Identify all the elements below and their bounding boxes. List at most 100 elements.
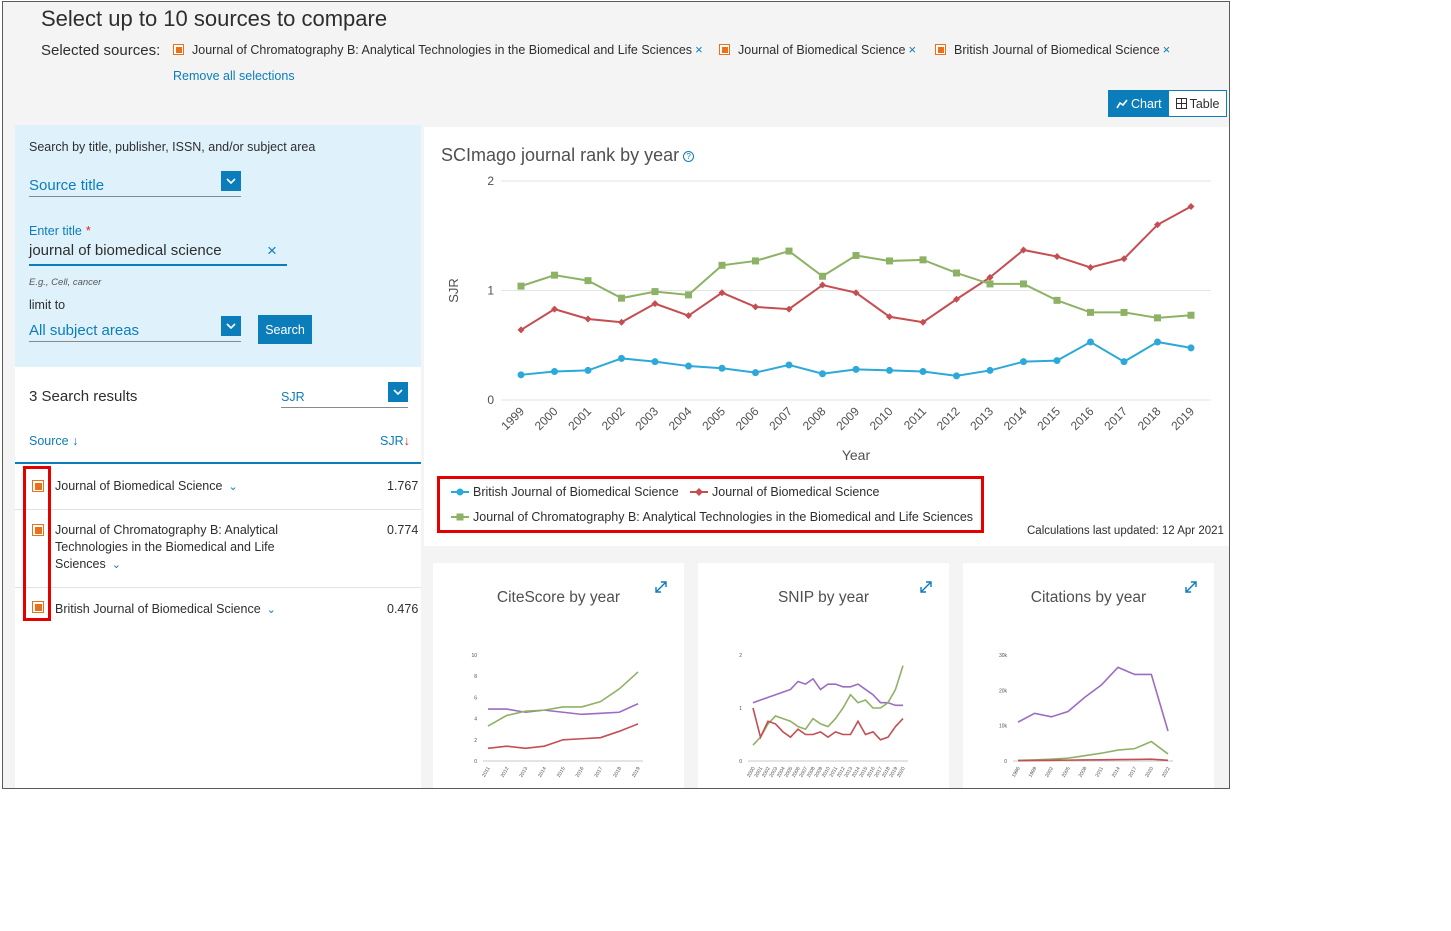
x-tick-label: 2006: [733, 404, 762, 433]
subject-area-select[interactable]: All subject areas: [29, 314, 241, 342]
view-toggle: Chart Table: [1108, 90, 1228, 117]
chevron-down-icon[interactable]: [221, 316, 241, 336]
chart-view-button[interactable]: Chart: [1109, 91, 1169, 116]
selected-source-chip: Journal of Chromatography B: Analytical …: [173, 42, 703, 57]
chevron-down-icon[interactable]: [221, 171, 241, 191]
selected-source-name: Journal of Chromatography B: Analytical …: [192, 42, 693, 57]
sjr-column-header[interactable]: SJR↓: [380, 434, 410, 448]
search-button[interactable]: Search: [258, 315, 312, 344]
search-by-select[interactable]: Source title: [29, 169, 241, 197]
results-count: 3 Search results: [29, 388, 138, 405]
y-tick-label: 4: [474, 717, 477, 723]
y-tick-label: 0: [474, 759, 477, 765]
x-tick-label: 2014: [1111, 766, 1122, 779]
result-row: British Journal of Biomedical Science ⌄ 0…: [15, 588, 421, 628]
square-marker-icon: [451, 513, 469, 521]
checkbox-highlight-box: [23, 466, 51, 621]
diamond-marker-icon: [690, 488, 708, 496]
sort-by-select[interactable]: SJR: [281, 382, 408, 408]
result-source-name[interactable]: British Journal of Biomedical Science ⌄: [55, 602, 276, 616]
legend-item[interactable]: Journal of Chromatography B: Analytical …: [451, 510, 973, 524]
chevron-down-icon[interactable]: ⌄: [228, 481, 238, 493]
data-point: [517, 282, 525, 290]
remove-source-icon[interactable]: ×: [908, 42, 917, 57]
source-checkbox[interactable]: [32, 524, 44, 536]
data-point: [584, 277, 592, 285]
result-source-name[interactable]: Journal of Biomedical Science ⌄: [55, 479, 238, 493]
y-tick-label: 10: [471, 653, 477, 659]
expand-icon[interactable]: [654, 580, 668, 594]
chart-legend: British Journal of Biomedical Science Jo…: [437, 476, 984, 533]
y-tick-label: 20k: [999, 688, 1008, 694]
data-point: [551, 305, 558, 313]
chevron-down-icon[interactable]: ⌄: [266, 604, 276, 616]
result-source-name[interactable]: Journal of Chromatography B: Analytical …: [55, 523, 279, 571]
y-tick-label: 8: [474, 674, 477, 680]
x-axis-label: Year: [842, 447, 871, 463]
expand-icon[interactable]: [919, 580, 933, 594]
y-tick-label: 10k: [999, 724, 1008, 730]
table-view-button[interactable]: Table: [1168, 91, 1227, 116]
data-point: [685, 312, 692, 320]
x-tick-label: 2004: [666, 404, 695, 433]
x-tick-label: 2001: [565, 404, 594, 433]
x-tick-label: 2009: [833, 404, 862, 433]
x-tick-label: 2016: [866, 766, 877, 779]
x-tick-label: 2012: [500, 766, 511, 779]
y-tick-label: 2: [474, 738, 477, 744]
data-point: [852, 251, 860, 259]
data-point: [1053, 296, 1061, 304]
remove-all-selections-link[interactable]: Remove all selections: [173, 69, 295, 83]
data-point: [953, 295, 960, 303]
legend-item[interactable]: British Journal of Biomedical Science: [451, 485, 679, 499]
data-point: [551, 368, 558, 376]
data-point: [1154, 221, 1161, 229]
clear-input-icon[interactable]: ×: [267, 241, 277, 260]
x-tick-label: 2022: [1161, 766, 1172, 779]
input-example-hint: E.g., Cell, cancer: [29, 277, 102, 288]
x-tick-label: 2012: [836, 766, 847, 779]
data-point: [1053, 357, 1061, 365]
data-point: [919, 368, 927, 376]
title-input[interactable]: journal of biomedical science: [29, 242, 287, 266]
data-point: [1020, 246, 1027, 254]
sort-arrow-icon: ↓: [403, 434, 410, 448]
source-checkbox[interactable]: [32, 601, 44, 613]
snip-card[interactable]: SNIP by year 0 1 2 2000 2001 2002 2003 2004 2005…: [698, 563, 949, 788]
data-point: [785, 305, 793, 313]
chevron-down-icon[interactable]: [388, 382, 408, 402]
y-tick-label: 0: [739, 759, 742, 765]
result-sjr-value: 0.476: [387, 602, 419, 616]
data-point: [584, 315, 592, 323]
expand-icon[interactable]: [1184, 580, 1198, 594]
y-tick-label: 2: [487, 174, 494, 188]
series-line: [752, 665, 904, 746]
source-column-header[interactable]: Source ↓: [29, 434, 79, 448]
citations-mini-chart: 0 10k 20k 30k 1996 1999 2002 2005 2008 2011 2014 20…: [999, 653, 1173, 779]
data-point: [685, 362, 692, 370]
citescore-card[interactable]: CiteScore by year 0 2 4 6 8 10 2011 2012 2013 201…: [433, 563, 684, 788]
data-point: [584, 366, 592, 374]
x-tick-label: 2000: [532, 404, 561, 433]
y-tick-label: 1: [739, 706, 742, 712]
x-tick-label: 1999: [498, 404, 527, 433]
x-tick-label: 2011: [901, 404, 929, 432]
source-checkbox[interactable]: [32, 480, 44, 492]
help-icon[interactable]: ?: [683, 150, 695, 162]
legend-item[interactable]: Journal of Biomedical Science: [690, 485, 879, 499]
remove-source-icon[interactable]: ×: [695, 42, 703, 57]
x-tick-label: 2000: [746, 766, 757, 779]
citations-card[interactable]: Citations by year 0 10k 20k 30k 1996 1999 2002…: [963, 563, 1214, 788]
y-axis-label: SJR: [446, 278, 461, 303]
search-form: Search by title, publisher, ISSN, and/or…: [15, 125, 421, 367]
data-point: [1187, 344, 1195, 352]
source-color-swatch: [935, 44, 946, 55]
x-tick-label: 2013: [843, 766, 854, 779]
x-tick-label: 2020: [1144, 766, 1155, 779]
chevron-down-icon[interactable]: ⌄: [111, 559, 121, 571]
enter-title-label: Enter title *: [29, 224, 91, 238]
data-point: [852, 365, 860, 373]
remove-source-icon[interactable]: ×: [1162, 42, 1171, 57]
data-point: [1087, 338, 1094, 346]
